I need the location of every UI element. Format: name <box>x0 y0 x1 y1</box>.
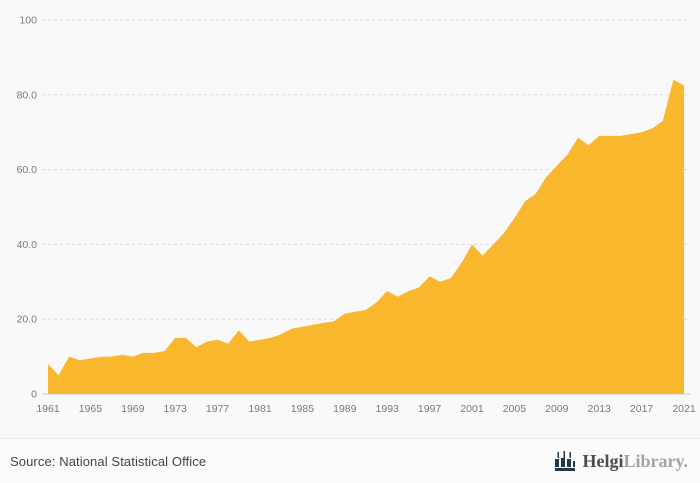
y-tick-label: 80.0 <box>17 89 38 101</box>
area-chart: 0 20.0 40.0 60.0 80.0 100 1961 1965 1969 1973 1977… <box>17 15 696 416</box>
x-tick-label: 2001 <box>460 403 484 415</box>
logo-icon-bar <box>567 459 572 467</box>
logo-icon-bar <box>555 459 560 467</box>
y-tick-label: 60.0 <box>17 164 38 176</box>
y-tick-label: 100 <box>19 15 37 27</box>
helgi-logo-icon <box>555 451 576 471</box>
helgi-library-logo[interactable]: HelgiLibrary. <box>554 451 688 471</box>
x-tick-label: 1997 <box>418 403 442 415</box>
x-tick-label: 1961 <box>36 403 60 415</box>
x-tick-label: 1969 <box>121 403 145 415</box>
logo-icon-bar <box>561 458 566 467</box>
source-label: Source: National Statistical Office <box>10 453 207 469</box>
x-tick-label: 2017 <box>630 403 654 415</box>
chart-svg: 0 20.0 40.0 60.0 80.0 100 1961 1965 1969 1973 1977… <box>17 15 696 416</box>
x-tick-label: 2013 <box>588 403 612 415</box>
x-tick-label: 2021 <box>672 403 696 415</box>
x-tick-label: 1993 <box>376 403 400 415</box>
y-tick-label: 40.0 <box>17 239 38 251</box>
logo-icon-bar <box>555 468 576 471</box>
helgi-logo-text: HelgiLibrary. <box>582 452 688 470</box>
x-tick-label: 1989 <box>333 403 357 415</box>
y-tick-label: 0 <box>31 389 37 401</box>
y-tick-label: 20.0 <box>17 314 38 326</box>
logo-part2: Library. <box>623 451 688 471</box>
x-tick-label: 2009 <box>545 403 569 415</box>
x-tick-label: 1985 <box>291 403 315 415</box>
x-tick-label: 1965 <box>79 403 103 415</box>
logo-icon-bar <box>563 451 566 458</box>
x-tick-label: 1973 <box>164 403 188 415</box>
x-tick-label: 1977 <box>206 403 230 415</box>
logo-icon-bar <box>557 452 560 458</box>
logo-icon-bar <box>573 461 576 467</box>
logo-icon-bar <box>569 452 572 458</box>
logo-part1: Helgi <box>582 451 624 471</box>
x-tick-label: 1981 <box>248 403 272 415</box>
x-tick-label: 2005 <box>503 403 527 415</box>
area-series <box>48 79 684 395</box>
footer: Source: National Statistical Office Helg… <box>0 438 700 483</box>
